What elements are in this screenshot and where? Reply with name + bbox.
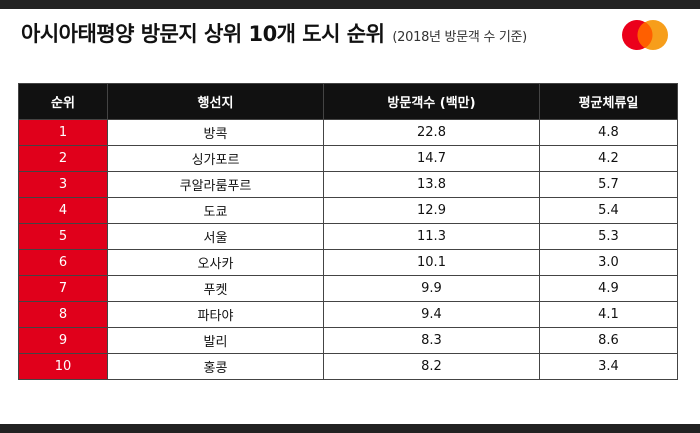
visitors-cell: 9.4	[323, 301, 540, 328]
page-title: 아시아태평양 방문지 상위 10개 도시 순위	[21, 22, 385, 46]
visitors-cell: 9.9	[323, 275, 540, 302]
city-cell: 발리	[107, 327, 324, 354]
stay-cell: 5.4	[539, 197, 678, 224]
city-cell: 홍콩	[107, 353, 324, 380]
stay-cell: 8.6	[539, 327, 678, 354]
city-cell: 방콕	[107, 119, 324, 146]
table-row: 3 쿠알라룸푸르 13.8 5.7	[18, 171, 678, 198]
mastercard-logo-icon	[622, 20, 668, 50]
ranking-table-wrapper: 순위 행선지 방문객수 (백만) 평균체류일 1 방콕 22.8 4.8 2 싱…	[18, 83, 678, 380]
table-row: 8 파타야 9.4 4.1	[18, 301, 678, 328]
rank-cell: 2	[18, 145, 108, 172]
stay-cell: 3.4	[539, 353, 678, 380]
rank-cell: 8	[18, 301, 108, 328]
stay-cell: 5.7	[539, 171, 678, 198]
visitors-cell: 11.3	[323, 223, 540, 250]
bottom-bar	[0, 424, 700, 433]
city-cell: 싱가포르	[107, 145, 324, 172]
column-header-stay: 평균체류일	[539, 83, 678, 120]
stay-cell: 4.1	[539, 301, 678, 328]
column-header-rank: 순위	[18, 83, 108, 120]
city-cell: 도쿄	[107, 197, 324, 224]
city-cell: 쿠알라룸푸르	[107, 171, 324, 198]
table-row: 6 오사카 10.1 3.0	[18, 249, 678, 276]
table-row: 2 싱가포르 14.7 4.2	[18, 145, 678, 172]
column-header-visitors: 방문객수 (백만)	[323, 83, 540, 120]
stay-cell: 4.8	[539, 119, 678, 146]
city-cell: 푸켓	[107, 275, 324, 302]
rank-cell: 1	[18, 119, 108, 146]
rank-cell: 7	[18, 275, 108, 302]
table-header-row: 순위 행선지 방문객수 (백만) 평균체류일	[18, 83, 678, 120]
city-cell: 파타야	[107, 301, 324, 328]
table-row: 7 푸켓 9.9 4.9	[18, 275, 678, 302]
visitors-cell: 14.7	[323, 145, 540, 172]
title-row: 아시아태평양 방문지 상위 10개 도시 순위 (2018년 방문객 수 기준)	[21, 18, 527, 58]
rank-cell: 4	[18, 197, 108, 224]
page-subtitle: (2018년 방문객 수 기준)	[392, 30, 527, 45]
stay-cell: 4.2	[539, 145, 678, 172]
column-header-destination: 행선지	[107, 83, 324, 120]
visitors-cell: 22.8	[323, 119, 540, 146]
visitors-cell: 12.9	[323, 197, 540, 224]
visitors-cell: 8.2	[323, 353, 540, 380]
table-row: 1 방콕 22.8 4.8	[18, 119, 678, 146]
rank-cell: 3	[18, 171, 108, 198]
stay-cell: 4.9	[539, 275, 678, 302]
ranking-table: 순위 행선지 방문객수 (백만) 평균체류일 1 방콕 22.8 4.8 2 싱…	[18, 83, 678, 380]
table-row: 4 도쿄 12.9 5.4	[18, 197, 678, 224]
rank-cell: 5	[18, 223, 108, 250]
city-cell: 오사카	[107, 249, 324, 276]
visitors-cell: 10.1	[323, 249, 540, 276]
rank-cell: 6	[18, 249, 108, 276]
rank-cell: 10	[18, 353, 108, 380]
city-cell: 서울	[107, 223, 324, 250]
stay-cell: 3.0	[539, 249, 678, 276]
visitors-cell: 8.3	[323, 327, 540, 354]
table-row: 10 홍콩 8.2 3.4	[18, 353, 678, 380]
table-row: 5 서울 11.3 5.3	[18, 223, 678, 250]
logo-overlap	[637, 22, 653, 48]
stay-cell: 5.3	[539, 223, 678, 250]
table-row: 9 발리 8.3 8.6	[18, 327, 678, 354]
rank-cell: 9	[18, 327, 108, 354]
top-bar	[0, 0, 700, 9]
visitors-cell: 13.8	[323, 171, 540, 198]
